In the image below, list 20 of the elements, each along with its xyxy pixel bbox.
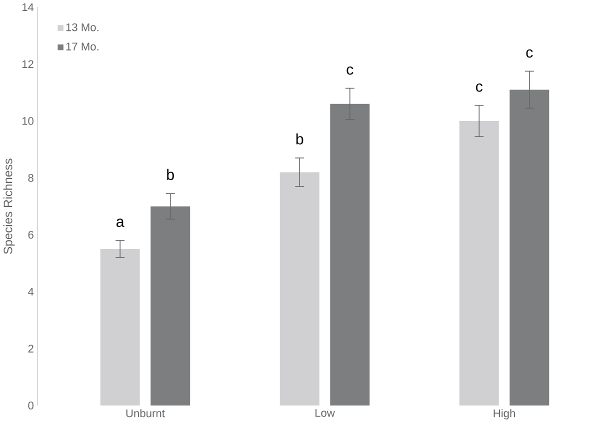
y-tick-label: 4 [28,288,34,296]
legend-label: 17 Mo. [66,42,98,51]
annotation: b [296,133,304,145]
y-tick-label: 12 [22,60,34,68]
y-tick-label: 2 [28,344,34,353]
y-tick-label: 8 [28,174,34,182]
x-tick-label: High [494,409,515,420]
annotation: c [526,49,533,58]
y-tick-label: 10 [22,117,34,126]
y-axis-title: Species Richness [3,158,15,254]
x-tick-label: Unburnt [126,409,165,418]
x-tick-label: Low [315,409,335,417]
y-tick-label: 6 [28,230,34,239]
annotation: b [167,169,174,180]
annotation: c [346,66,354,75]
y-tick-label: 14 [22,3,34,12]
y-tick-label: 0 [28,402,34,410]
annotation: a [116,218,124,228]
annotation: c [476,84,483,92]
legend-label: 13 Mo. [66,23,98,32]
